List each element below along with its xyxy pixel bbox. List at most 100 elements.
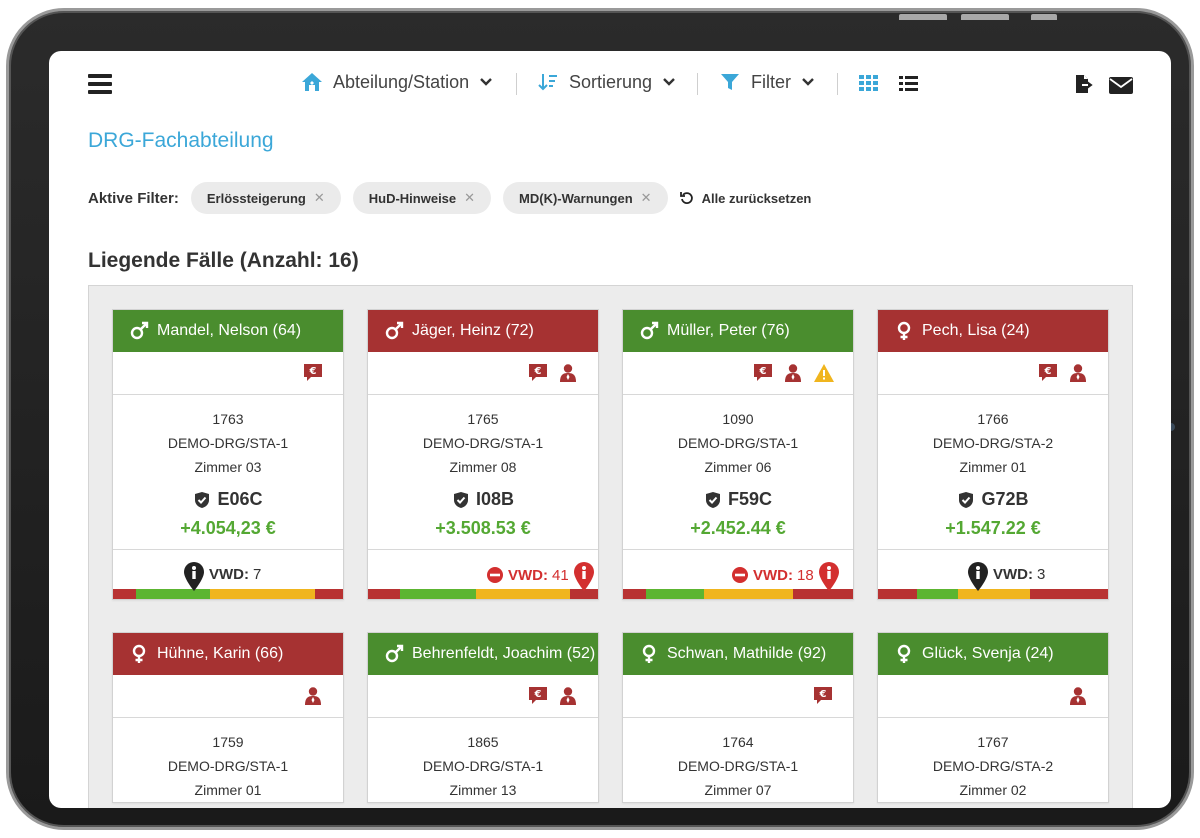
export-icon[interactable] [1075, 74, 1093, 99]
doctor-icon[interactable] [558, 686, 578, 706]
case-card[interactable]: Pech, Lisa (24) €1766 DEMO-DRG/STA-2 Zimmer… [877, 309, 1109, 600]
case-card[interactable]: Schwan, Mathilde (92) €1764 DEMO-DRG/STA-1… [622, 632, 854, 803]
svg-text:€: € [534, 366, 542, 377]
case-card-header[interactable]: Hühne, Karin (66) [113, 633, 343, 675]
patient-name: Hühne, Karin (66) [157, 645, 284, 662]
camera-dot [1167, 423, 1175, 431]
euro-comment-icon[interactable]: € [813, 686, 833, 706]
stay-progress-segment [476, 589, 571, 599]
patient-name: Pech, Lisa (24) [922, 322, 1030, 339]
room-number: Zimmer 07 [704, 782, 772, 798]
stay-progress-segment [315, 589, 343, 599]
drg-code: I08B [368, 489, 598, 510]
filter-chip[interactable]: Erlössteigerung ✕ [190, 182, 341, 214]
doctor-icon[interactable] [303, 686, 323, 706]
case-card[interactable]: Jäger, Heinz (72) €1765 DEMO-DRG/STA-1 Zimm… [367, 309, 599, 600]
case-card-body: 1765 DEMO-DRG/STA-1 Zimmer 08 I08B +3.508.53… [368, 395, 598, 539]
case-card-header[interactable]: Behrenfeldt, Joachim (52) [368, 633, 598, 675]
top-toolbar: Abteilung/Station Sortierung Filter [49, 51, 1171, 117]
patient-name: Schwan, Mathilde (92) [667, 645, 827, 662]
length-of-stay: VWD: 41 [486, 566, 569, 584]
length-of-stay: VWD: 7 [209, 566, 261, 583]
case-card-header[interactable]: Schwan, Mathilde (92) [623, 633, 853, 675]
close-icon[interactable]: ✕ [313, 190, 325, 205]
drg-code-text: E06C [217, 489, 263, 509]
case-card-header[interactable]: Pech, Lisa (24) [878, 310, 1108, 352]
list-view-icon[interactable] [899, 75, 919, 93]
location-pin-icon[interactable] [818, 562, 840, 592]
svg-text:€: € [1044, 366, 1052, 377]
case-card[interactable]: Müller, Peter (76) €1090 DEMO-DRG/STA-1 Zim… [622, 309, 854, 600]
chevron-down-icon [802, 78, 814, 86]
case-card-header[interactable]: Glück, Svenja (24) [878, 633, 1108, 675]
stay-progress-bar [113, 589, 343, 599]
location-pin-icon[interactable] [573, 562, 595, 592]
mail-icon[interactable] [1109, 77, 1133, 99]
case-card-header[interactable]: Jäger, Heinz (72) [368, 310, 598, 352]
euro-comment-icon[interactable]: € [528, 363, 548, 383]
menu-icon[interactable] [88, 74, 112, 94]
station-name: DEMO-DRG/STA-1 [422, 758, 544, 774]
case-card[interactable]: Mandel, Nelson (64) €1763 DEMO-DRG/STA-1 Zi… [112, 309, 344, 600]
stay-progress-segment [113, 589, 136, 599]
case-indicator-row: € [113, 352, 343, 395]
stay-progress-segment [703, 589, 794, 599]
case-card[interactable]: Hühne, Karin (66) 1759 DEMO-DRG/STA-1 Zimme… [112, 632, 344, 803]
stay-progress-segment [368, 589, 401, 599]
case-card-header[interactable]: Mandel, Nelson (64) [113, 310, 343, 352]
close-icon[interactable]: ✕ [640, 190, 652, 205]
location-pin-icon[interactable] [183, 562, 205, 592]
case-id: 1763 [212, 411, 244, 427]
case-id: 1764 [722, 734, 754, 750]
drg-code: E06C [113, 489, 343, 510]
case-card-header[interactable]: Müller, Peter (76) [623, 310, 853, 352]
patient-name: Glück, Svenja (24) [922, 645, 1054, 662]
vwd-label: VWD: [753, 566, 793, 584]
doctor-icon[interactable] [1068, 686, 1088, 706]
room-number: Zimmer 01 [959, 459, 1027, 475]
stay-progress-segment [646, 589, 704, 599]
close-icon[interactable]: ✕ [464, 190, 476, 205]
stay-progress-bar [878, 589, 1108, 599]
warning-icon[interactable] [813, 363, 834, 383]
euro-comment-icon[interactable]: € [753, 363, 773, 383]
doctor-icon[interactable] [558, 363, 578, 383]
drg-code-text: I08B [475, 489, 515, 509]
sort-dropdown[interactable]: Sortierung [537, 71, 676, 93]
case-indicator-row [878, 675, 1108, 718]
filter-dropdown[interactable]: Filter [719, 71, 815, 93]
female-icon [129, 644, 149, 664]
room-number: Zimmer 03 [194, 459, 262, 475]
chevron-down-icon [663, 78, 675, 86]
filter-chip[interactable]: HuD-Hinweise ✕ [352, 182, 492, 214]
euro-comment-icon[interactable]: € [303, 363, 323, 383]
station-name: DEMO-DRG/STA-2 [932, 758, 1054, 774]
revenue-delta: +4.054,23 € [180, 518, 276, 538]
case-indicator-row: € [623, 675, 853, 718]
drg-code-text: G72B [981, 489, 1029, 509]
doctor-icon[interactable] [1068, 363, 1088, 383]
case-id: 1765 [467, 411, 499, 427]
euro-comment-icon[interactable]: € [528, 686, 548, 706]
case-id: 1759 [212, 734, 244, 750]
patient-name: Behrenfeldt, Joachim (52) [412, 645, 596, 662]
filter-chip[interactable]: MD(K)-Warnungen ✕ [503, 182, 668, 214]
vwd-value: 41 [552, 566, 569, 584]
stay-progress-segment [209, 589, 316, 599]
stop-icon [486, 566, 504, 584]
location-pin-icon[interactable] [967, 562, 989, 592]
doctor-icon[interactable] [783, 363, 803, 383]
male-icon [384, 644, 404, 664]
drg-code: G72B [878, 489, 1108, 510]
case-indicator-row: € [623, 352, 853, 395]
reset-filters-button[interactable]: Alle zurücksetzen [679, 191, 811, 206]
grid-view-icon[interactable] [859, 75, 879, 93]
euro-comment-icon[interactable]: € [1038, 363, 1058, 383]
drg-code-text: F59C [727, 489, 772, 509]
shield-check-icon [452, 491, 470, 509]
department-dropdown[interactable]: Abteilung/Station [301, 71, 493, 93]
case-card[interactable]: Glück, Svenja (24) 1767 DEMO-DRG/STA-2 Zimm… [877, 632, 1109, 803]
stay-progress-segment [917, 589, 959, 599]
revenue-delta: +1.547.22 € [945, 518, 1041, 538]
case-card[interactable]: Behrenfeldt, Joachim (52) €1865 DEMO-DRG/S… [367, 632, 599, 803]
